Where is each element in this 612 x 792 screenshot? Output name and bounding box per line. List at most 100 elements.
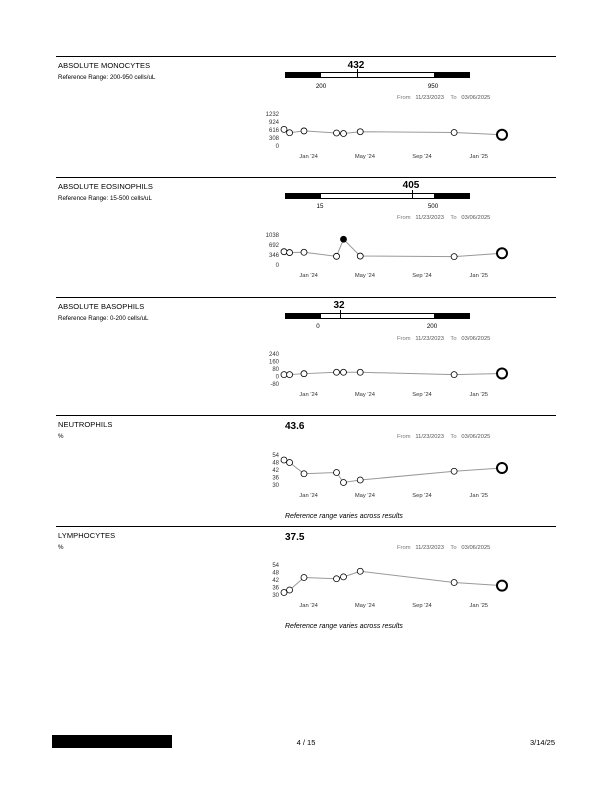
result-point[interactable] (356, 476, 364, 484)
result-point[interactable] (356, 567, 364, 575)
y-tick-label: 0 (276, 263, 280, 269)
y-tick-label: 80 (272, 367, 279, 373)
test-title: LYMPHOCYTES (58, 531, 116, 540)
result-point[interactable] (356, 128, 364, 136)
x-tick-label: Sep '24 (412, 493, 432, 499)
x-tick-label: May '24 (355, 154, 376, 160)
result-point[interactable] (300, 470, 308, 478)
x-tick-label: Jan '25 (470, 392, 489, 398)
result-point[interactable] (280, 125, 288, 133)
reference-range-bar (285, 69, 470, 78)
x-tick-label: May '24 (355, 392, 376, 398)
date-range: From 11/23/2023 To 03/06/2025 (397, 215, 491, 221)
x-tick-label: Jan '24 (299, 392, 318, 398)
print-date: 3/14/25 (529, 738, 555, 747)
result-point[interactable] (280, 371, 288, 379)
result-point[interactable] (450, 579, 458, 586)
result-marker (340, 310, 341, 319)
x-tick-label: Jan '24 (299, 493, 318, 499)
result-marker (412, 190, 413, 199)
trend-line (283, 128, 503, 136)
y-tick-label: 42 (272, 578, 279, 584)
reference-range-note: Reference range varies across results (285, 623, 403, 630)
result-point[interactable] (280, 456, 288, 464)
result-point[interactable] (340, 368, 347, 376)
latest-result-point[interactable] (496, 579, 508, 592)
y-tick-label: 924 (269, 120, 280, 126)
unit-text: % (58, 544, 64, 551)
latest-result-point[interactable] (496, 462, 508, 474)
y-tick-label: 0 (276, 144, 280, 150)
trend-chart-monocytes: 1232 924 616 308 0 Jan '24 May '24 Sep '24 Jan '… (266, 112, 508, 160)
result-value: 43.6 (285, 421, 305, 432)
latest-result-point[interactable] (496, 128, 508, 141)
result-point[interactable] (286, 129, 293, 137)
result-point[interactable] (286, 459, 293, 466)
result-point[interactable] (280, 589, 288, 596)
x-tick-label: Jan '25 (470, 273, 489, 279)
x-tick-label: Jan '24 (299, 603, 318, 609)
result-point[interactable] (450, 253, 458, 261)
result-point[interactable] (340, 479, 347, 486)
y-tick-label: 0 (276, 375, 280, 381)
result-point[interactable] (450, 467, 458, 475)
y-tick-label: 1038 (266, 233, 280, 239)
result-point[interactable] (333, 575, 340, 583)
reference-range-bar (285, 190, 470, 199)
result-point[interactable] (286, 586, 293, 594)
result-point[interactable] (340, 573, 347, 581)
x-tick-label: Jan '25 (470, 154, 489, 160)
result-point[interactable] (333, 368, 340, 376)
range-low-label: 0 (316, 323, 320, 330)
range-low-label: 200 (315, 83, 327, 90)
result-point[interactable] (333, 129, 340, 137)
date-range: From 11/23/2023 To 03/06/2025 (397, 336, 491, 342)
redacted-block (52, 735, 172, 748)
result-point[interactable] (300, 127, 308, 135)
reference-range-text: Reference Range: 200-950 cells/uL (58, 74, 156, 81)
y-tick-label: 36 (272, 476, 279, 482)
trend-line (283, 459, 503, 484)
latest-result-point[interactable] (496, 367, 508, 380)
range-high-label: 500 (427, 203, 439, 210)
result-point[interactable] (333, 252, 340, 260)
result-point[interactable] (286, 371, 293, 379)
result-value: 405 (402, 180, 420, 191)
y-tick-label: 160 (269, 360, 280, 366)
result-point[interactable] (333, 469, 340, 476)
reference-range-text: Reference Range: 15-500 cells/uL (58, 195, 152, 202)
test-section-monocytes: ABSOLUTE MONOCYTES Reference Range: 200-… (56, 56, 556, 175)
flagged-result-point[interactable] (340, 235, 347, 243)
y-tick-label: 36 (272, 586, 279, 592)
result-point[interactable] (286, 249, 293, 256)
y-tick-label: 54 (272, 563, 279, 569)
result-point[interactable] (280, 248, 288, 256)
x-tick-label: Sep '24 (412, 603, 432, 609)
result-point[interactable] (356, 368, 364, 376)
x-tick-label: May '24 (355, 273, 376, 279)
trend-chart-eosinophils: 1038 692 346 0 Jan '24 May '24 Sep '24 Jan '25 (266, 233, 508, 279)
result-value: 37.5 (285, 532, 305, 543)
result-point[interactable] (450, 129, 458, 136)
page-number: 4 / 15 (296, 738, 316, 747)
x-tick-label: Sep '24 (412, 154, 432, 160)
reference-range-note: Reference range varies across results (285, 513, 403, 520)
x-tick-label: Sep '24 (412, 392, 432, 398)
range-low-label: 15 (316, 203, 324, 210)
result-point[interactable] (300, 574, 308, 581)
result-point[interactable] (450, 371, 458, 379)
trend-line (283, 238, 503, 258)
test-title: NEUTROPHILS (58, 420, 113, 429)
y-tick-label: 692 (269, 243, 280, 249)
x-tick-label: May '24 (355, 493, 376, 499)
date-range: From 11/23/2023 To 03/06/2025 (397, 95, 491, 101)
y-tick-label: 42 (272, 468, 279, 474)
result-point[interactable] (356, 252, 364, 260)
result-point[interactable] (300, 248, 308, 256)
result-point[interactable] (340, 130, 347, 137)
unit-text: % (58, 433, 64, 440)
latest-result-point[interactable] (496, 247, 508, 260)
trend-line (284, 371, 503, 376)
result-point[interactable] (300, 370, 308, 378)
